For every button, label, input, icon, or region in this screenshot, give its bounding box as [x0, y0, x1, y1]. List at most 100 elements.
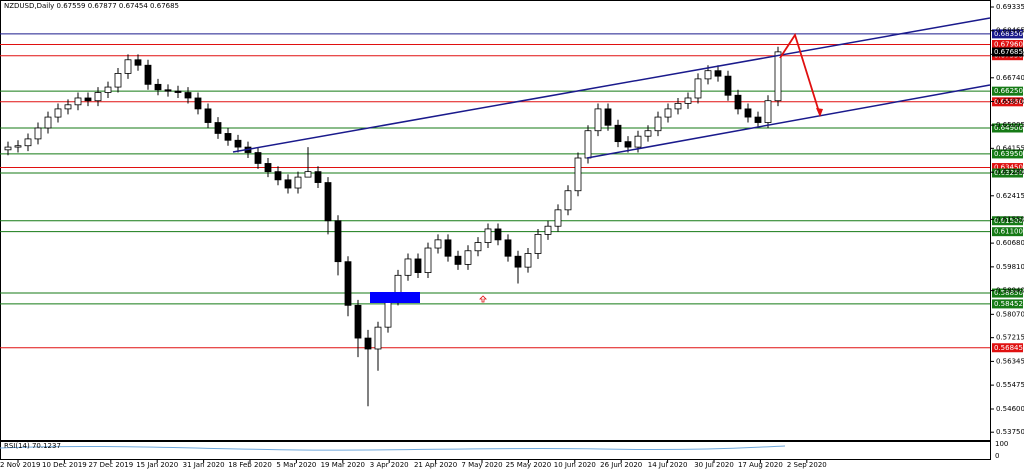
candle-body [4, 146, 12, 151]
x-tick-label: 14 Jul 2020 [648, 461, 688, 469]
candle-body [94, 92, 102, 102]
candle-body [604, 108, 612, 126]
x-tick-label: 15 Jan 2020 [136, 461, 178, 469]
rsi-line [0, 445, 786, 451]
y-tick-label: 0.65005 [996, 121, 1024, 129]
y-tick-label: 0.66740 [996, 74, 1024, 82]
candle-body [344, 261, 352, 306]
x-tick-label: 21 Apr 2020 [414, 461, 457, 469]
x-tick-label: 19 Mar 2020 [321, 461, 365, 469]
candle-body [234, 139, 242, 148]
candle-body [264, 163, 272, 173]
demand-zone [370, 292, 420, 303]
y-tick-label: 0.58940 [996, 287, 1024, 295]
candle-body [594, 108, 602, 132]
y-tick-label: 0.56345 [996, 357, 1024, 365]
candle-body [24, 138, 32, 147]
candle-body [654, 116, 662, 132]
candle-body [124, 59, 132, 74]
candle-body [734, 94, 742, 110]
level-label-box [992, 227, 1023, 237]
indicator-label: RSI(14) 70.1237 [4, 442, 61, 450]
candle-body [454, 255, 462, 265]
level-label: 0.58850 [994, 289, 1023, 297]
trend-line [232, 17, 991, 153]
y-tick-label: 0.69335 [996, 3, 1024, 11]
candle-body [614, 124, 622, 143]
projection-arrow [779, 32, 821, 116]
level-label-box [992, 86, 1023, 96]
x-tick-label: 18 Feb 2020 [228, 461, 272, 469]
candle-body [204, 108, 212, 123]
x-tick-label: 2 Sep 2020 [787, 461, 827, 469]
level-label: 0.61100 [994, 228, 1023, 236]
candle-body [404, 258, 412, 276]
price-label: 0.67685 [994, 48, 1023, 56]
y-tick-label: 0.62415 [996, 192, 1024, 200]
y-tick-label: 0.53750 [996, 428, 1024, 436]
up-arrow [479, 295, 487, 303]
candle-body [504, 239, 512, 257]
y-tick-label: 0.59810 [996, 263, 1024, 271]
candle-body [174, 90, 182, 93]
y-tick-label: 0.64155 [996, 144, 1024, 152]
candle-body [414, 258, 422, 273]
candle-body [764, 100, 772, 123]
y-tick-label: 0.68465 [996, 27, 1024, 35]
y-tick-label: 0.60680 [996, 239, 1024, 247]
y-tick-label: 0.54600 [996, 405, 1024, 413]
candle-body [664, 108, 672, 118]
candle-body [254, 152, 262, 164]
candle-body [724, 75, 732, 96]
y-tick-label: 0.63280 [996, 168, 1024, 176]
level-label-box [992, 288, 1023, 298]
candle-body [774, 51, 782, 102]
trend-line [586, 84, 991, 159]
indicator-frame [0, 441, 991, 460]
chart-title: NZDUSD,Daily 0.67559 0.67877 0.67454 0.6… [4, 2, 179, 10]
x-tick-label: 27 Dec 2019 [88, 461, 133, 469]
indicator-tick: 100 [995, 440, 1008, 448]
candle-body [314, 171, 322, 183]
level-label-box [992, 163, 1023, 173]
candle-body [164, 89, 172, 92]
level-label-box [992, 149, 1023, 159]
candle-body [684, 97, 692, 104]
candle-body [424, 247, 432, 273]
x-tick-label: 10 Dec 2019 [42, 461, 87, 469]
candle-body [74, 97, 82, 106]
candle-body [564, 190, 572, 211]
candle-body [374, 326, 382, 350]
x-tick-label: 26 Jun 2020 [600, 461, 642, 469]
y-tick-label: 0.55475 [996, 381, 1024, 389]
x-tick-label: 31 Jan 2020 [183, 461, 225, 469]
level-label-box [992, 168, 1023, 178]
candle-body [474, 242, 482, 252]
candle-body [334, 220, 342, 263]
candle-body [284, 179, 292, 189]
candle-body [644, 130, 652, 137]
candle-body [714, 70, 722, 77]
candle-body [634, 135, 642, 148]
candle-body [14, 145, 22, 148]
x-tick-label: 30 Jul 2020 [694, 461, 734, 469]
candle-body [294, 176, 302, 189]
candle-body [384, 299, 392, 328]
level-label-box [992, 97, 1023, 107]
candle-body [84, 97, 92, 102]
level-label: 0.64900 [994, 124, 1023, 132]
price-label-box [992, 47, 1023, 57]
level-label: 0.61500 [994, 217, 1023, 225]
level-label: 0.67960 [994, 41, 1023, 49]
level-label-box [992, 343, 1023, 353]
level-label: 0.63950 [994, 150, 1023, 158]
candle-body [54, 108, 62, 118]
candle-body [584, 130, 592, 159]
x-tick-label: 25 May 2020 [506, 461, 552, 469]
arrow-head [816, 108, 823, 117]
candle-body [444, 239, 452, 257]
y-tick-label: 0.61550 [996, 215, 1024, 223]
x-tick-label: 10 Jun 2020 [554, 461, 596, 469]
indicator-tick: 0 [995, 452, 999, 460]
candle-body [434, 239, 442, 249]
